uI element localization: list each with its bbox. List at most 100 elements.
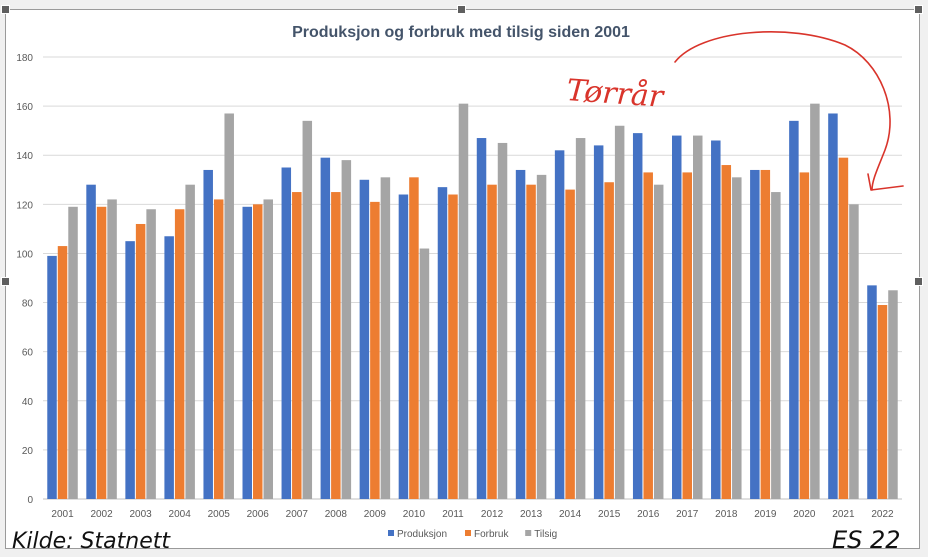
x-tick-label: 2019 (754, 509, 777, 520)
bar-produksjon-2018 (711, 140, 721, 499)
x-tick-label: 2021 (832, 509, 855, 520)
bar-tilsig-2020 (810, 103, 820, 500)
bar-produksjon-2020 (789, 120, 799, 499)
bar-forbruk-2016 (643, 172, 653, 499)
x-tick-label: 2020 (793, 509, 816, 520)
bar-forbruk-2011 (448, 194, 458, 499)
legend-label-produksjon: Produksjon (397, 529, 447, 540)
bar-forbruk-2006 (253, 204, 263, 500)
x-tick-label: 2015 (598, 509, 621, 520)
bar-produksjon-2017 (672, 135, 682, 500)
bar-forbruk-2021 (838, 157, 849, 499)
bar-produksjon-2019 (750, 169, 760, 499)
x-tick-label: 2003 (129, 509, 152, 520)
x-tick-label: 2014 (559, 509, 582, 520)
bar-produksjon-2022 (867, 285, 877, 499)
bar-tilsig-2015 (614, 125, 625, 499)
bar-tilsig-2004 (185, 184, 195, 499)
x-tick-labels: 2001 2002 2003 2004 2005 2006 2007 2008 2009 2010… (51, 509, 894, 520)
x-tick-label: 2017 (676, 509, 699, 520)
x-tick-label: 2007 (286, 509, 309, 520)
bar-produksjon-2003 (125, 241, 135, 499)
bar-tilsig-2021 (849, 204, 859, 500)
resize-handle-top-left[interactable] (1, 5, 10, 14)
x-tick-label: 2001 (51, 509, 74, 520)
bar-forbruk-2022 (877, 305, 888, 499)
bar-forbruk-2012 (487, 184, 497, 499)
x-tick-label: 2010 (403, 509, 426, 520)
x-tick-label: 2004 (169, 509, 192, 520)
resize-handle-middle-right[interactable] (914, 277, 923, 286)
resize-handle-top-center[interactable] (457, 5, 466, 14)
bar-produksjon-2014 (554, 150, 565, 500)
bar-produksjon-2012 (476, 138, 487, 500)
x-tick-label: 2016 (637, 509, 660, 520)
legend: Produksjon Forbruk Tilsig (388, 529, 557, 540)
x-tick-label: 2012 (481, 509, 504, 520)
bar-tilsig-2017 (693, 135, 703, 500)
x-tick-label: 2022 (871, 509, 894, 520)
bar-forbruk-2020 (799, 172, 810, 499)
bar-produksjon-2011 (437, 187, 448, 499)
x-tick-label: 2006 (247, 509, 270, 520)
y-tick-label: 60 (22, 348, 34, 359)
bar-produksjon-2010 (398, 194, 409, 499)
bar-tilsig-2008 (341, 160, 352, 499)
bar-produksjon-2008 (320, 157, 331, 499)
bar-tilsig-2018 (732, 177, 742, 500)
bar-forbruk-2014 (565, 189, 575, 499)
bar-tilsig-2003 (146, 209, 156, 499)
y-tick-label: 140 (16, 151, 33, 162)
bar-tilsig-2012 (497, 142, 508, 499)
bar-produksjon-2002 (86, 184, 96, 499)
bar-forbruk-2004 (174, 209, 185, 499)
bar-tilsig-2013 (536, 174, 547, 499)
y-tick-label: 100 (16, 249, 33, 260)
y-tick-label: 160 (16, 102, 33, 113)
bar-tilsig-2009 (380, 177, 391, 500)
x-tick-label: 2009 (364, 509, 387, 520)
source-note: Kilde: Statnett (12, 529, 171, 554)
bar-tilsig-2007 (302, 120, 313, 499)
drought-arrow (674, 31, 891, 191)
bar-forbruk-2017 (682, 172, 692, 499)
x-tick-label: 2005 (208, 509, 231, 520)
bar-tilsig-2011 (458, 103, 469, 500)
bar-tilsig-2010 (419, 248, 430, 499)
bar-forbruk-2005 (213, 199, 224, 499)
bar-tilsig-2019 (771, 192, 781, 500)
resize-handle-middle-left[interactable] (1, 277, 10, 286)
resize-handle-top-right[interactable] (914, 5, 923, 14)
bar-produksjon-2021 (828, 113, 838, 499)
bar-produksjon-2004 (164, 236, 174, 499)
bar-tilsig-2005 (224, 113, 234, 499)
bar-produksjon-2007 (281, 167, 292, 499)
bar-tilsig-2014 (575, 138, 586, 500)
x-tick-label: 2018 (715, 509, 738, 520)
bar-produksjon-2001 (47, 255, 57, 499)
legend-label-tilsig: Tilsig (534, 529, 557, 540)
y-tick-labels: 0 20 40 60 80 100 120 140 160 180 (16, 53, 33, 506)
x-tick-label: 2008 (325, 509, 348, 520)
y-tick-label: 180 (16, 53, 33, 64)
bar-tilsig-2022 (888, 290, 898, 499)
bar-forbruk-2019 (760, 169, 771, 499)
bars (47, 103, 898, 500)
bar-tilsig-2001 (68, 206, 78, 500)
y-tick-label: 0 (27, 495, 33, 506)
legend-label-forbruk: Forbruk (474, 529, 509, 540)
bar-tilsig-2002 (107, 199, 117, 499)
bar-tilsig-2006 (263, 199, 273, 499)
bar-forbruk-2008 (331, 192, 341, 500)
legend-swatch-forbruk (465, 530, 471, 536)
bar-tilsig-2016 (653, 184, 664, 499)
y-tick-label: 120 (16, 200, 33, 211)
bar-produksjon-2009 (359, 179, 370, 499)
y-tick-label: 20 (22, 446, 34, 457)
x-tick-label: 2013 (520, 509, 543, 520)
drought-label: Tørrår (565, 73, 666, 115)
bar-produksjon-2015 (593, 145, 604, 499)
bar-forbruk-2013 (526, 184, 536, 499)
